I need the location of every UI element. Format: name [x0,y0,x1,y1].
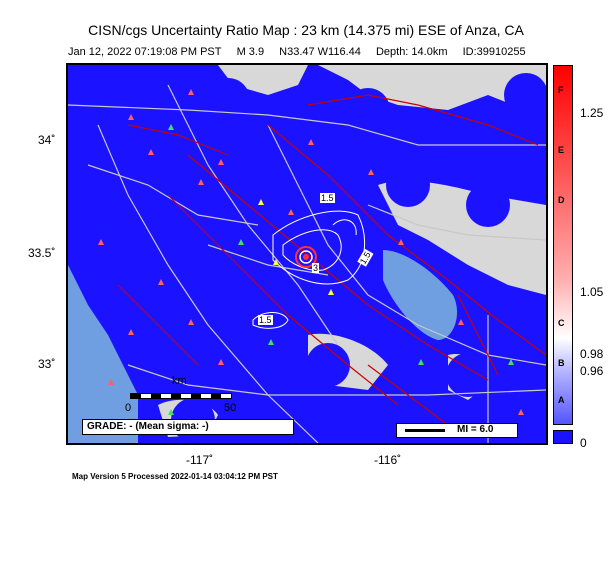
event-date: Jan 12, 2022 07:19:08 PM PST [68,46,222,58]
station-marker [308,139,314,145]
station-marker [258,199,264,205]
station-coverage [446,353,490,397]
uncertainty-map: 1.5 1.5 1.5 3 km [68,65,546,443]
station-coverage [206,78,250,122]
colorbar-tick: 0.96 [580,364,604,378]
stations [98,89,524,425]
mi-legend: MI = 6.0 [396,423,518,438]
station-marker [273,259,279,265]
processing-info: Map Version 5 Processed 2022-01-14 03:04… [72,472,278,481]
colorbar-grade: D [558,195,565,205]
colorbar-grade: C [558,318,565,328]
colorbar-grade: F [558,85,564,95]
contour-label: 1.5 [258,315,273,325]
event-id: ID:39910255 [462,46,526,58]
event-depth: Depth: 14.0km [375,46,448,58]
station-marker [188,89,194,95]
land-patch [248,65,278,77]
station-marker [198,179,204,185]
station-coverage [386,163,430,207]
colorbar-grade: A [558,395,565,405]
event-info: Jan 12, 2022 07:19:08 PM PST M 3.9 N33.4… [68,46,538,58]
scale-bar [130,393,232,399]
lon-label: -116˚ [374,453,402,467]
lat-label: 34˚ [38,133,56,147]
ocean-area [68,265,138,443]
station-marker [218,359,224,365]
station-marker [238,239,244,245]
colorbar-tick: 0 [580,436,587,450]
station-marker [328,289,334,295]
station-marker [188,319,194,325]
colorbar-base [553,430,573,444]
land-patch [318,65,546,110]
map-title: CISN/cgs Uncertainty Ratio Map : 23 km (… [88,22,524,38]
station-marker [148,149,154,155]
station-coverage [504,73,546,117]
station-marker [398,239,404,245]
station-coverage [466,183,510,227]
station-marker [508,359,514,365]
station-marker [458,319,464,325]
mi-label: MI = 6.0 [457,424,494,435]
station-coverage [306,343,350,387]
grade-box: GRADE: - (Mean sigma: -) [82,419,294,435]
station-marker [128,329,134,335]
faults [117,94,546,426]
scale-unit: km [172,375,187,387]
colorbar-tick: 0.98 [580,347,604,361]
scale-start: 0 [125,402,132,414]
lat-label: 33.5˚ [28,246,56,260]
salton-sea [383,250,458,340]
epicenter-contour-inner [295,246,317,268]
station-marker [108,379,114,385]
lon-label: -117˚ [186,453,214,467]
station-marker [288,209,294,215]
contour-label: 1.5 [320,193,335,203]
station-marker [168,124,174,130]
colorbar-tick: 1.25 [580,106,604,120]
station-marker [168,409,174,415]
land-patch [218,65,308,95]
station-marker [158,279,164,285]
event-location: N33.47 W116.44 [279,46,361,58]
scale-end: 50 [224,402,237,414]
station-marker [418,359,424,365]
lat-label: 33˚ [38,357,56,371]
mi-bar [405,429,445,432]
colorbar [553,65,573,425]
colorbar-tick: 1.05 [580,285,604,299]
colorbar-grade: B [558,358,565,368]
station-marker [218,159,224,165]
map-graphic [68,65,546,443]
colorbar-grade: E [558,145,565,155]
event-magnitude: M 3.9 [236,46,265,58]
contour-label: 3 [312,263,320,273]
station-marker [98,239,104,245]
station-marker [518,409,524,415]
station-marker [268,339,274,345]
station-marker [368,169,374,175]
station-coverage [346,88,390,132]
station-marker [128,114,134,120]
